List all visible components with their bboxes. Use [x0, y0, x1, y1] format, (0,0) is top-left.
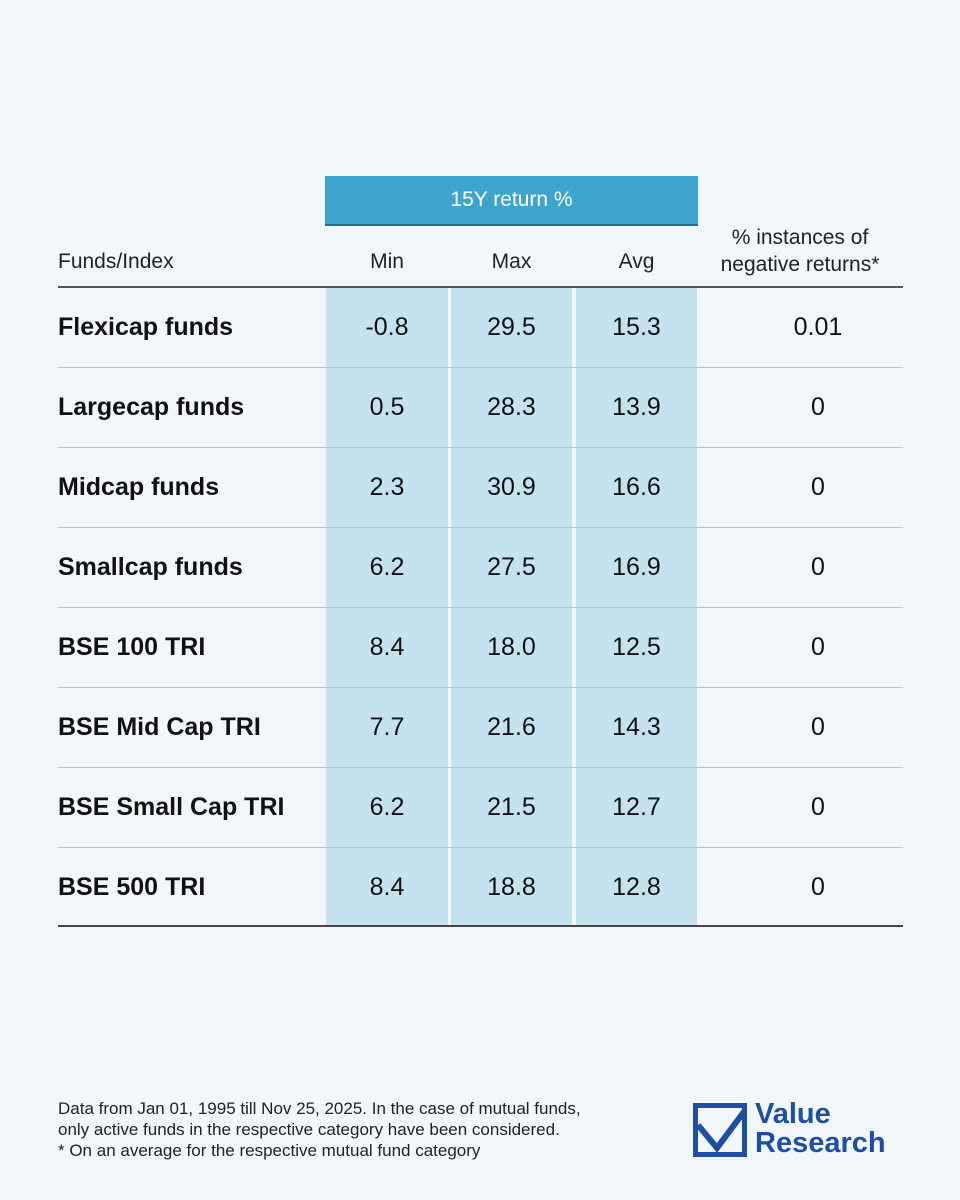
- row-name: Smallcap funds: [58, 553, 243, 581]
- row-avg: 15.3: [612, 313, 661, 341]
- row-negative: 0: [811, 793, 825, 821]
- footnote-line2: only active funds in the respective cate…: [58, 1120, 560, 1139]
- row-negative: 0: [811, 473, 825, 501]
- return-group-header: 15Y return %: [325, 176, 698, 226]
- row-min: 0.5: [369, 393, 405, 421]
- header-negative-line2: negative returns*: [720, 253, 880, 276]
- header-avg: Avg: [618, 250, 655, 273]
- row-avg: 12.8: [612, 873, 661, 901]
- row-max: 18.8: [487, 873, 536, 901]
- row-min: 8.4: [369, 873, 405, 901]
- row-max: 21.5: [487, 793, 536, 821]
- row-min: 6.2: [369, 553, 405, 581]
- row-name: Midcap funds: [58, 473, 220, 501]
- row-max: 28.3: [487, 393, 536, 421]
- table-bottom-rule: [58, 925, 903, 927]
- row-max: 18.0: [487, 633, 536, 661]
- row-name: BSE 100 TRI: [58, 633, 206, 661]
- footnote: Data from Jan 01, 1995 till Nov 25, 2025…: [58, 1098, 678, 1161]
- row-min: 2.3: [369, 473, 405, 501]
- row-negative: 0: [811, 553, 825, 581]
- row-divider: [58, 687, 903, 688]
- row-min: 8.4: [369, 633, 405, 661]
- row-name: BSE 500 TRI: [58, 873, 206, 901]
- footnote-line1: Data from Jan 01, 1995 till Nov 25, 2025…: [58, 1099, 581, 1118]
- row-max: 29.5: [487, 313, 536, 341]
- checkbox-check-icon: [693, 1103, 747, 1157]
- header-min: Min: [370, 250, 404, 273]
- row-name: Largecap funds: [58, 393, 245, 421]
- table-row: BSE Mid Cap TRI 7.7 21.6 14.3 0: [0, 688, 960, 768]
- row-divider: [58, 367, 903, 368]
- row-avg: 12.7: [612, 793, 661, 821]
- row-min: 7.7: [369, 713, 405, 741]
- table-row: Smallcap funds 6.2 27.5 16.9 0: [0, 528, 960, 608]
- row-max: 21.6: [487, 713, 536, 741]
- table-body: Flexicap funds -0.8 29.5 15.3 0.01 Large…: [0, 288, 960, 928]
- header-max: Max: [491, 250, 532, 273]
- row-max: 30.9: [487, 473, 536, 501]
- header-negative-line1: % instances of: [731, 226, 869, 249]
- row-avg: 16.6: [612, 473, 661, 501]
- table-row: Flexicap funds -0.8 29.5 15.3 0.01: [0, 288, 960, 368]
- row-negative: 0.01: [793, 313, 843, 341]
- row-negative: 0: [811, 713, 825, 741]
- table-row: Midcap funds 2.3 30.9 16.6 0: [0, 448, 960, 528]
- footnote-line3: * On an average for the respective mutua…: [58, 1141, 481, 1160]
- row-divider: [58, 847, 903, 848]
- value-research-logo: Value Research: [693, 1100, 908, 1160]
- logo-line1: Value: [755, 1098, 831, 1130]
- return-group-header-label: 15Y return %: [450, 188, 573, 211]
- table-row: BSE Small Cap TRI 6.2 21.5 12.7 0: [0, 768, 960, 848]
- row-name: BSE Mid Cap TRI: [58, 713, 261, 741]
- table-row: Largecap funds 0.5 28.3 13.9 0: [0, 368, 960, 448]
- row-divider: [58, 527, 903, 528]
- row-min: -0.8: [365, 313, 409, 341]
- row-negative: 0: [811, 873, 825, 901]
- row-avg: 12.5: [612, 633, 661, 661]
- row-negative: 0: [811, 633, 825, 661]
- row-max: 27.5: [487, 553, 536, 581]
- row-negative: 0: [811, 393, 825, 421]
- header-funds: Funds/Index: [58, 250, 174, 273]
- row-divider: [58, 447, 903, 448]
- row-divider: [58, 607, 903, 608]
- row-name: BSE Small Cap TRI: [58, 793, 285, 821]
- row-avg: 16.9: [612, 553, 661, 581]
- table-top-rule: [58, 286, 903, 288]
- table-row: BSE 100 TRI 8.4 18.0 12.5 0: [0, 608, 960, 688]
- row-min: 6.2: [369, 793, 405, 821]
- header-negative-returns: % instances of negative returns*: [700, 224, 900, 278]
- logo-line2: Research: [755, 1127, 886, 1159]
- row-name: Flexicap funds: [58, 313, 234, 341]
- row-avg: 13.9: [612, 393, 661, 421]
- logo-wordmark: Value Research: [755, 1100, 886, 1158]
- table-row: BSE 500 TRI 8.4 18.8 12.8 0: [0, 848, 960, 928]
- row-divider: [58, 767, 903, 768]
- row-avg: 14.3: [612, 713, 661, 741]
